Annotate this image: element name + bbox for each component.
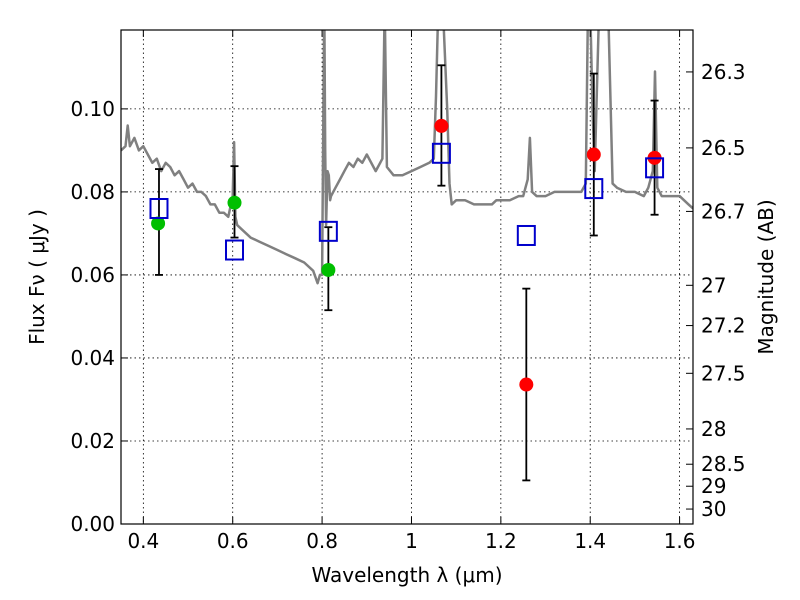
model-point xyxy=(149,198,169,220)
right-tick-label: 27.2 xyxy=(701,314,746,338)
spectrum-line xyxy=(121,30,693,285)
right-tick-label: 27 xyxy=(701,273,726,297)
y-tick-label: 0.06 xyxy=(70,263,115,287)
right-tick-label: 28 xyxy=(701,417,726,441)
x-tick-label: 1.2 xyxy=(485,529,517,553)
model-point xyxy=(645,157,665,179)
right-tick-label: 28.5 xyxy=(701,452,746,476)
right-tick-label: 26.7 xyxy=(701,199,746,223)
y-tick-label: 0.08 xyxy=(70,180,115,204)
grid xyxy=(121,30,693,525)
right-tick-label: 26.5 xyxy=(701,136,746,160)
x-tick-label: 1.6 xyxy=(664,529,696,553)
x-tick-label: 0.6 xyxy=(217,529,249,553)
data-point xyxy=(434,118,449,133)
photometry-points xyxy=(149,118,665,392)
x-axis-label: Wavelength λ (μm) xyxy=(311,563,502,587)
y-axis: 0.00 0.02 0.04 0.06 0.08 0.10 xyxy=(70,97,128,536)
plot-frame xyxy=(120,29,694,525)
model-point xyxy=(431,142,451,164)
model-point xyxy=(584,178,604,200)
y-axis-label: Flux Fν ( μJy ) xyxy=(25,209,49,345)
data-point xyxy=(151,216,166,231)
model-spectrum xyxy=(121,30,693,285)
y-tick-label: 0.10 xyxy=(70,97,115,121)
y-tick-label: 0.02 xyxy=(70,429,115,453)
model-point xyxy=(225,239,245,261)
x-tick-label: 1.4 xyxy=(574,529,606,553)
data-point xyxy=(227,195,242,210)
right-tick-label: 26.3 xyxy=(701,60,746,84)
x-tick-label: 0.4 xyxy=(127,529,159,553)
y-tick-label: 0.00 xyxy=(70,512,115,536)
y-tick-label: 0.04 xyxy=(70,346,115,370)
axes-box xyxy=(120,29,694,525)
right-tick-label: 29 xyxy=(701,474,726,498)
x-axis: 0.4 0.6 0.8 1 1.2 1.4 1.6 xyxy=(127,30,696,553)
data-point xyxy=(586,147,601,162)
right-tick-label: 30 xyxy=(701,497,726,521)
model-point xyxy=(516,224,536,246)
right-axis-label: Magnitude (AB) xyxy=(754,199,778,354)
right-tick-label: 27.5 xyxy=(701,361,746,385)
error-bars xyxy=(154,64,659,482)
data-point xyxy=(519,377,534,392)
model-point xyxy=(318,220,338,242)
x-tick-label: 1 xyxy=(405,529,418,553)
x-tick-label: 0.8 xyxy=(306,529,338,553)
data-point xyxy=(321,262,336,277)
